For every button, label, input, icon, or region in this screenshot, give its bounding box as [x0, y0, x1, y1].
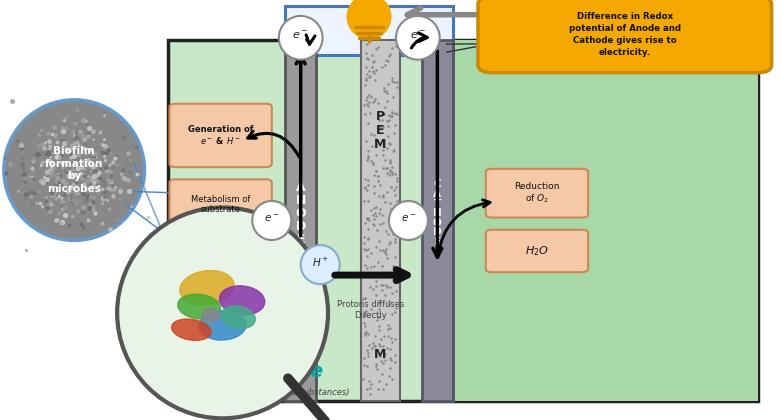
FancyBboxPatch shape: [169, 179, 272, 230]
Text: $e^-$: $e^-$: [409, 30, 426, 41]
Text: C
A
T
H
O
D
E: C A T H O D E: [433, 179, 442, 247]
FancyBboxPatch shape: [486, 169, 588, 218]
Ellipse shape: [117, 207, 328, 418]
Ellipse shape: [4, 100, 144, 240]
Text: A
N
O
D
E: A N O D E: [295, 181, 306, 246]
Ellipse shape: [199, 311, 246, 340]
Text: Metabolism of
substrate: Metabolism of substrate: [191, 195, 251, 215]
FancyBboxPatch shape: [285, 40, 316, 401]
FancyBboxPatch shape: [285, 6, 453, 55]
Ellipse shape: [279, 16, 323, 60]
Ellipse shape: [389, 201, 428, 240]
FancyBboxPatch shape: [453, 40, 758, 401]
Text: Generation of
$e^-$ & $H^-$: Generation of $e^-$ & $H^-$: [188, 125, 253, 146]
Ellipse shape: [172, 319, 211, 340]
Text: Biofilm
formation
by
microbes: Biofilm formation by microbes: [45, 147, 103, 194]
Text: $e^-$: $e^-$: [401, 213, 416, 224]
Text: Substrate: Substrate: [216, 362, 323, 381]
Ellipse shape: [219, 286, 265, 315]
FancyBboxPatch shape: [486, 230, 588, 272]
FancyBboxPatch shape: [422, 40, 453, 401]
Ellipse shape: [221, 306, 255, 328]
Ellipse shape: [396, 16, 440, 60]
Text: $e^-$: $e^-$: [292, 30, 309, 41]
Text: Difference in Redox
potential of Anode and
Cathode gives rise to
electricity.: Difference in Redox potential of Anode a…: [569, 13, 681, 57]
Text: Reduction
of $O_2$: Reduction of $O_2$: [514, 181, 560, 205]
Ellipse shape: [252, 201, 291, 240]
FancyBboxPatch shape: [169, 104, 272, 167]
Ellipse shape: [180, 270, 234, 305]
Ellipse shape: [202, 308, 219, 322]
Text: M: M: [374, 348, 387, 361]
FancyBboxPatch shape: [168, 40, 758, 401]
Text: Protons diffuses
Directly: Protons diffuses Directly: [337, 300, 405, 320]
Text: $e^-$: $e^-$: [264, 213, 280, 224]
Ellipse shape: [347, 0, 390, 39]
FancyBboxPatch shape: [478, 0, 772, 73]
Ellipse shape: [178, 294, 220, 319]
Text: P
E
M: P E M: [374, 110, 387, 151]
Ellipse shape: [301, 245, 340, 284]
Text: $H_2O$: $H_2O$: [525, 244, 549, 258]
FancyBboxPatch shape: [361, 40, 400, 401]
Text: $H^+$: $H^+$: [312, 256, 329, 270]
Text: (Rich in organic/inorganic substances): (Rich in organic/inorganic substances): [189, 388, 350, 397]
